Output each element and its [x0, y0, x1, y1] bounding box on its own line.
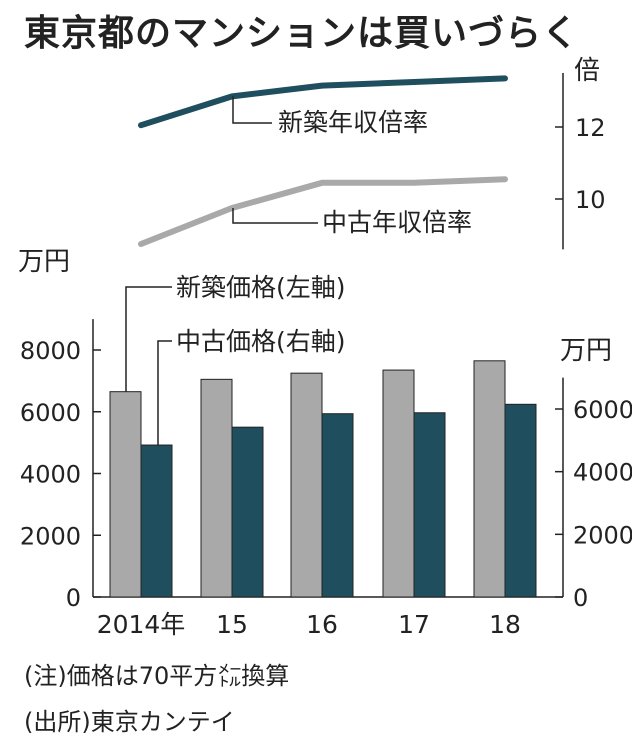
callout-leader	[157, 340, 172, 445]
series-label-new-ratio: 新築年収倍率	[278, 108, 428, 137]
left-axis-unit: 万円	[18, 247, 70, 277]
left-tick-label: 2000	[20, 522, 81, 550]
series-label-used-price: 中古価格(右軸)	[176, 327, 346, 356]
right-tick-label: 6000	[573, 396, 632, 424]
x-tick-label: 16	[306, 610, 338, 639]
note-text: (注)価格は70平方㍍換算	[24, 662, 290, 690]
series-label-new-price: 新築価格(左軸)	[176, 273, 346, 302]
left-tick-label: 8000	[20, 337, 81, 365]
x-tick-label: 18	[489, 610, 521, 639]
x-tick-label: 17	[398, 610, 430, 639]
bar-new-price	[290, 372, 323, 598]
x-tick-label: 15	[216, 610, 248, 639]
bar-used-price	[231, 426, 264, 598]
labels-layer: 0 2000 4000 6000 8000 万円 0 2000 4000 6000 万円 10 12 倍 2…	[18, 56, 632, 639]
right-tick-label: 4000	[573, 459, 632, 487]
left-tick-label: 4000	[20, 461, 81, 489]
bar-new-price	[382, 369, 415, 598]
bar-new-price	[109, 391, 142, 598]
callout-leader	[232, 96, 272, 124]
ratio-tick-label: 12	[575, 114, 606, 142]
bar-used-price	[413, 412, 446, 598]
source-text: (出所)東京カンテイ	[24, 708, 235, 736]
left-tick-label: 6000	[20, 399, 81, 427]
callout-leader	[232, 208, 318, 224]
bar-used-price	[321, 413, 354, 598]
right-axis-unit: 万円	[560, 336, 612, 366]
x-tick-label: 2014年	[97, 610, 186, 639]
right-tick-label: 0	[573, 584, 588, 612]
line-used-ratio	[138, 176, 508, 247]
chart-title: 東京都のマンションは買いづらく	[24, 13, 580, 54]
ratio-axis-unit: 倍	[574, 56, 600, 86]
bars-layer	[109, 360, 537, 598]
callout-leader	[125, 286, 172, 392]
line-new-ratio	[138, 75, 508, 129]
right-tick-label: 2000	[573, 521, 632, 549]
bar-new-price	[200, 378, 233, 598]
bar-new-price	[473, 360, 506, 598]
bar-used-price	[504, 403, 537, 598]
lines-layer	[138, 75, 508, 247]
series-label-used-ratio: 中古年収倍率	[322, 208, 472, 237]
bar-used-price	[140, 444, 173, 598]
left-tick-label: 0	[66, 584, 81, 612]
ratio-tick-label: 10	[575, 186, 606, 214]
